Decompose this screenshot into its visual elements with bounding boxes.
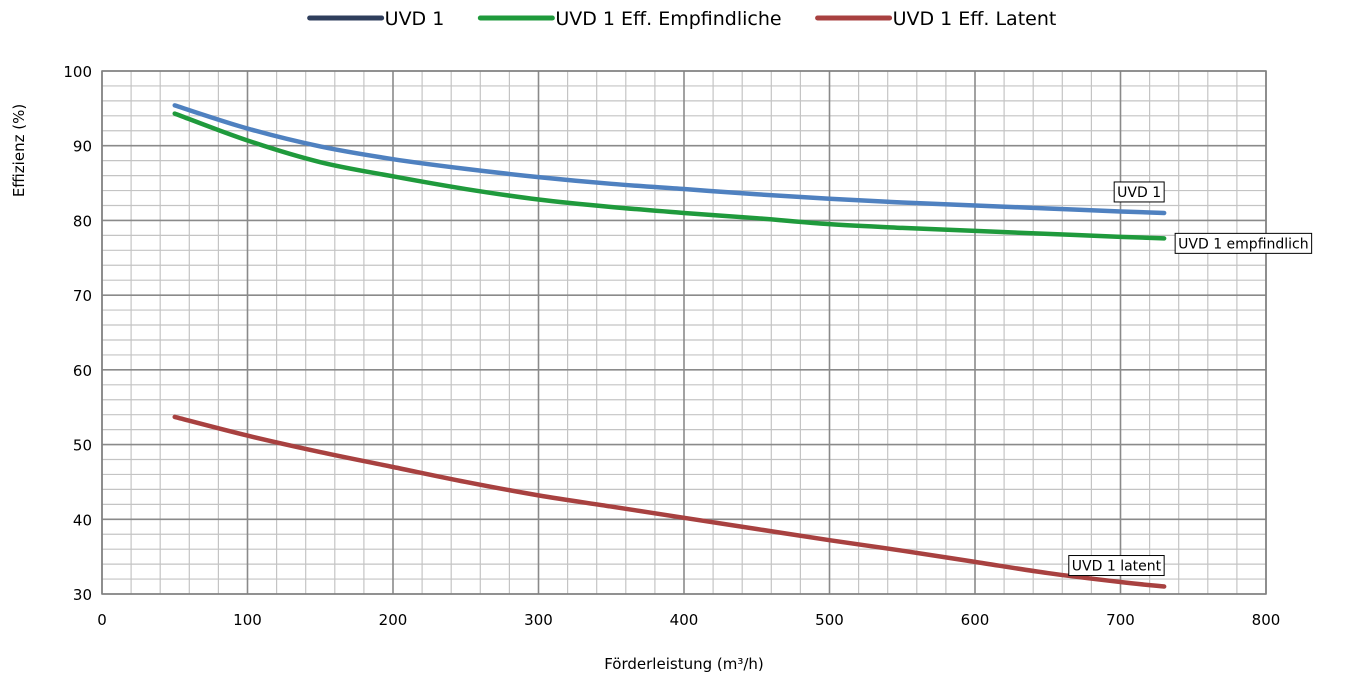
annotation-box [1174,232,1313,254]
y-tick-label: 30 [73,586,92,604]
x-tick-label: 300 [524,611,553,629]
series-line-uvd1 [172,103,1167,216]
annotation-layer: UVD 1 UVD 1 empfindlich UVD 1 latent [1068,181,1313,577]
x-tick-label: 800 [1252,611,1281,629]
x-tick-label: 500 [815,611,844,629]
y-tick-label: 70 [73,287,92,305]
annotation-label: UVD 1 latent [1068,555,1165,577]
legend-item: UVD 1 Eff. Empfindliche [477,8,782,30]
y-tick-label: 100 [63,63,92,81]
annotation-label: UVD 1 [1113,181,1165,203]
annotation-label: UVD 1 empfindlich [1174,232,1313,254]
legend-label: UVD 1 [385,8,445,30]
x-axis-ticks: 0 100 200 300 400 500 600 700 800 [97,611,1280,629]
y-tick-label: 90 [73,138,92,156]
y-axis-ticks: 30 40 50 60 70 80 90 100 [63,63,92,604]
x-tick-label: 0 [97,611,107,629]
annotation-box [1113,181,1165,203]
legend: UVD 1 UVD 1 Eff. Empfindliche UVD 1 Eff. L… [307,8,1057,30]
legend-label: UVD 1 Eff. Empfindliche [555,8,781,30]
x-tick-label: 400 [670,611,699,629]
y-tick-label: 50 [73,437,92,455]
legend-item: UVD 1 Eff. Latent [815,8,1057,30]
series-line-sensible [172,111,1167,241]
y-tick-label: 40 [73,511,92,529]
x-tick-label: 200 [379,611,408,629]
annotation-text: UVD 1 latent [1072,559,1162,575]
x-tick-label: 600 [961,611,990,629]
annotation-text: UVD 1 empfindlich [1178,236,1308,252]
series-layer [172,103,1167,589]
x-axis-title: Förderleistung (m³/h) [604,655,764,673]
x-tick-label: 700 [1106,611,1135,629]
legend-label: UVD 1 Eff. Latent [893,8,1057,30]
series-line-latent [172,414,1167,589]
annotation-text: UVD 1 [1117,185,1161,201]
plot-border [101,70,1267,595]
y-axis-title: Effizienz (%) [10,104,28,197]
y-tick-label: 60 [73,362,92,380]
legend-item: UVD 1 [307,8,445,30]
x-tick-label: 100 [233,611,262,629]
annotation-box [1068,555,1165,577]
y-tick-label: 80 [73,212,92,230]
